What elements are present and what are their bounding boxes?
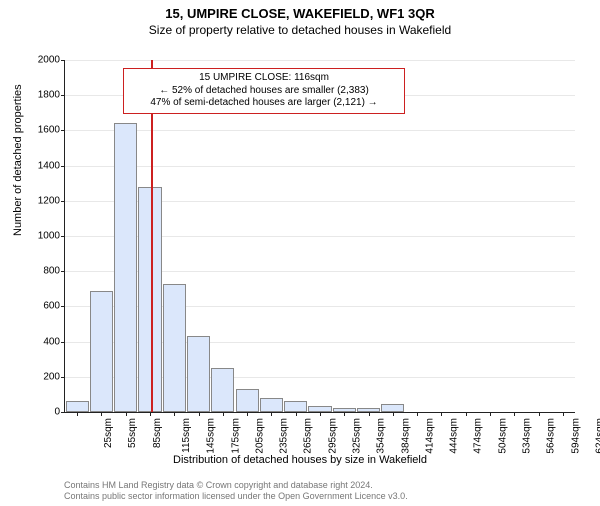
xtick-mark [320,412,321,416]
xtick-mark [466,412,467,416]
xtick-label: 85sqm [152,418,163,448]
bar [211,368,234,412]
ytick-mark [61,130,65,131]
xtick-mark [77,412,78,416]
bar [260,398,283,412]
grid-line [65,130,575,131]
xtick-mark [563,412,564,416]
ytick-label: 1600 [30,125,60,136]
xtick-mark [393,412,394,416]
xtick-label: 325sqm [352,418,363,454]
grid-line [65,166,575,167]
bar [187,336,210,412]
xtick-mark [150,412,151,416]
plot-area: 15 UMPIRE CLOSE: 116sqm ← 52% of detache… [64,60,575,413]
xtick-mark [199,412,200,416]
xtick-label: 444sqm [449,418,460,454]
xtick-mark [296,412,297,416]
xtick-label: 624sqm [594,418,600,454]
xtick-label: 295sqm [327,418,338,454]
ytick-mark [61,166,65,167]
ytick-label: 1800 [30,90,60,101]
ytick-mark [61,95,65,96]
xtick-label: 534sqm [522,418,533,454]
xtick-label: 474sqm [473,418,484,454]
xtick-label: 25sqm [103,418,114,448]
xtick-label: 235sqm [279,418,290,454]
page-subtitle: Size of property relative to detached ho… [0,23,600,37]
xtick-mark [174,412,175,416]
ytick-mark [61,201,65,202]
xtick-mark [126,412,127,416]
ytick-mark [61,236,65,237]
xtick-label: 55sqm [127,418,138,448]
bar [114,123,137,412]
bar [163,284,186,412]
chart-container: 15, UMPIRE CLOSE, WAKEFIELD, WF1 3QR Siz… [0,6,600,506]
footer: Contains HM Land Registry data © Crown c… [64,480,408,502]
ytick-label: 600 [30,301,60,312]
page-title: 15, UMPIRE CLOSE, WAKEFIELD, WF1 3QR [0,6,600,21]
xtick-mark [223,412,224,416]
footer-line-2: Contains public sector information licen… [64,491,408,502]
xtick-mark [441,412,442,416]
xtick-mark [514,412,515,416]
annotation-line-2: ← 52% of detached houses are smaller (2,… [130,85,398,98]
annotation-line-1: 15 UMPIRE CLOSE: 116sqm [130,72,398,85]
ytick-label: 1400 [30,160,60,171]
ytick-mark [61,306,65,307]
xtick-label: 384sqm [400,418,411,454]
xtick-label: 564sqm [546,418,557,454]
y-axis-label: Number of detached properties [12,84,24,236]
xtick-mark [101,412,102,416]
bar [284,401,307,412]
ytick-label: 200 [30,371,60,382]
xtick-label: 265sqm [303,418,314,454]
ytick-label: 400 [30,336,60,347]
xtick-label: 115sqm [181,418,192,453]
bar [90,291,113,412]
xtick-label: 175sqm [230,418,241,454]
bar [236,389,259,412]
xtick-label: 594sqm [570,418,581,454]
annotation-box: 15 UMPIRE CLOSE: 116sqm ← 52% of detache… [123,68,405,114]
ytick-label: 1000 [30,231,60,242]
x-axis-label: Distribution of detached houses by size … [0,454,600,466]
grid-line [65,60,575,61]
ytick-label: 0 [30,407,60,418]
ytick-label: 1200 [30,195,60,206]
ytick-label: 800 [30,266,60,277]
annotation-line-3: 47% of semi-detached houses are larger (… [130,97,398,110]
xtick-mark [539,412,540,416]
ytick-label: 2000 [30,55,60,66]
ytick-mark [61,412,65,413]
ytick-mark [61,271,65,272]
bar [66,401,89,412]
ytick-mark [61,60,65,61]
xtick-label: 504sqm [497,418,508,454]
xtick-mark [417,412,418,416]
xtick-mark [490,412,491,416]
bar [381,404,404,412]
footer-line-1: Contains HM Land Registry data © Crown c… [64,480,408,491]
xtick-label: 145sqm [206,418,217,454]
ytick-mark [61,342,65,343]
xtick-label: 414sqm [424,418,435,454]
xtick-label: 354sqm [376,418,387,454]
xtick-mark [369,412,370,416]
xtick-label: 205sqm [254,418,265,454]
xtick-mark [247,412,248,416]
ytick-mark [61,377,65,378]
xtick-mark [344,412,345,416]
xtick-mark [271,412,272,416]
